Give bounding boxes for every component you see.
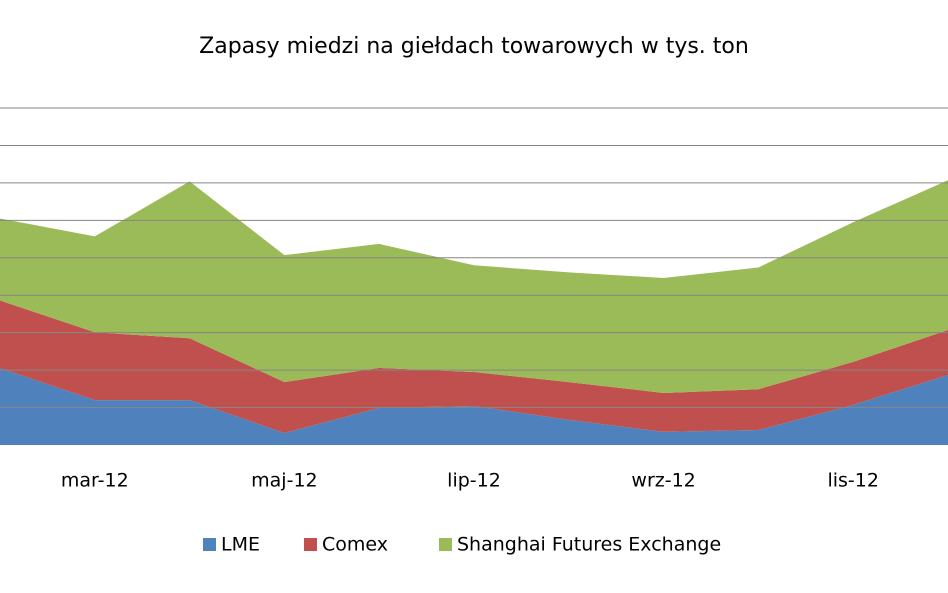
chart-title: Zapasy miedzi na giełdach towarowych w t…: [199, 34, 749, 59]
area: [0, 368, 948, 445]
x-tick-label: mar-12: [61, 470, 129, 492]
x-tick-label: maj-12: [251, 470, 317, 492]
x-tick-label: lip-12: [447, 470, 501, 492]
legend-swatch: [304, 538, 317, 551]
area: [0, 300, 948, 434]
legend-label: Comex: [322, 534, 388, 556]
legend-label: Shanghai Futures Exchange: [457, 534, 721, 556]
legend-swatch: [439, 538, 452, 551]
legend-swatch: [203, 538, 216, 551]
x-tick-label: lis-12: [827, 470, 879, 492]
legend-label: LME: [221, 534, 260, 556]
area: [0, 180, 948, 393]
x-tick-label: wrz-12: [631, 470, 695, 492]
